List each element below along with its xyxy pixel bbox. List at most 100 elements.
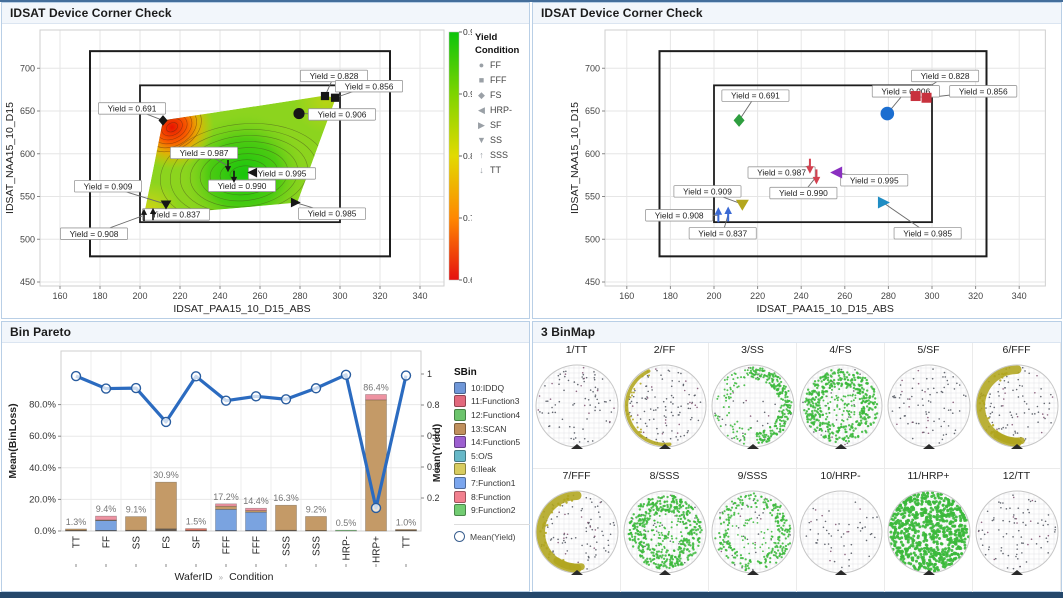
wafer-cell-2-ff[interactable]: 2/FF	[621, 343, 709, 469]
wafer-map[interactable]	[798, 357, 884, 463]
point-marker-FS[interactable]	[733, 113, 745, 127]
wafer-cell-3-ss[interactable]: 3/SS	[709, 343, 797, 469]
point-marker-FFF[interactable]	[320, 91, 330, 101]
pareto-bar-wafer-1[interactable]	[65, 528, 87, 532]
point-marker-FF[interactable]	[880, 106, 895, 121]
wafer-map[interactable]	[798, 483, 884, 589]
wafer-map[interactable]	[622, 357, 708, 463]
mean-yield-point[interactable]	[250, 391, 262, 402]
point-marker-SSS[interactable]	[140, 208, 148, 222]
pareto-bar-wafer-10[interactable]	[335, 529, 357, 532]
svg-text:280: 280	[881, 291, 896, 301]
sbin-legend-item[interactable]: 13:SCAN	[454, 422, 530, 436]
mean-yield-point[interactable]	[310, 383, 322, 394]
mean-yield-point[interactable]	[160, 416, 172, 428]
wafer-map[interactable]	[886, 357, 972, 463]
pareto-bar-wafer-12[interactable]	[395, 529, 417, 532]
pareto-bar-wafer-8[interactable]	[275, 504, 297, 532]
legend-item-fff[interactable]: ■ FFF	[475, 73, 519, 88]
corner-scatter-plot[interactable]: Yield = 0.691 Yield = 0.906 Yield = 0.828 Y…	[533, 24, 1060, 317]
pareto-bar-wafer-9[interactable]	[305, 516, 327, 532]
wafer-cell-6-fff[interactable]: 6/FFF	[973, 343, 1061, 469]
legend-item-sss[interactable]: ↑ SSS	[475, 148, 519, 163]
condition-label: SSS	[312, 536, 323, 556]
point-marker-FFF[interactable]	[910, 91, 921, 102]
binmap-grid: 1/TT 2/FF 3/SS 4/FS 5/SF 6/FFF 7/FFF 8/SSS 9/SSS…	[533, 343, 1061, 595]
legend-item-hrp-[interactable]: ◀ HRP-	[475, 103, 519, 118]
mean-yield-point[interactable]	[70, 370, 82, 382]
mean-yield-point[interactable]	[100, 383, 112, 394]
wafer-cell-11-hrp+[interactable]: 11/HRP+	[885, 469, 973, 595]
svg-text:260: 260	[252, 291, 267, 301]
point-marker-TT[interactable]	[230, 170, 238, 183]
wafer-map[interactable]	[710, 357, 796, 463]
bar-value-label: 0.5%	[336, 518, 357, 528]
wafer-cell-7-fff[interactable]: 7/FFF	[533, 469, 621, 595]
mean-yield-point[interactable]	[220, 395, 232, 406]
wafer-map[interactable]	[622, 483, 708, 589]
wafer-cell-10-hrp-[interactable]: 10/HRP-	[797, 469, 885, 595]
wafer-cell-9-sss[interactable]: 9/SSS	[709, 469, 797, 595]
pareto-bar-wafer-4[interactable]	[155, 481, 177, 532]
pareto-bar-wafer-3[interactable]	[125, 516, 147, 532]
wafer-map[interactable]	[534, 357, 620, 463]
sbin-legend-item[interactable]: 10:IDDQ	[454, 381, 530, 395]
wafer-map[interactable]	[974, 357, 1060, 463]
wafer-cell-1-tt[interactable]: 1/TT	[533, 343, 621, 469]
mean-yield-point[interactable]	[130, 382, 142, 394]
sbin-legend-item[interactable]: 8:Function	[454, 490, 530, 504]
legend-item-tt[interactable]: ↓ TT	[475, 163, 519, 178]
svg-text:0.995: 0.995	[463, 27, 472, 37]
wafer-cell-12-tt[interactable]: 12/TT	[973, 469, 1061, 595]
mean-yield-point[interactable]	[280, 394, 292, 405]
wafer-cell-4-fs[interactable]: 4/FS	[797, 343, 885, 469]
legend-item-ss[interactable]: ▼ SS	[475, 133, 519, 148]
legend-item-fs[interactable]: ◆ FS	[475, 88, 519, 103]
wafer-notch	[834, 444, 847, 449]
point-marker-SSS[interactable]	[714, 207, 723, 223]
point-marker-SF[interactable]	[877, 196, 890, 209]
sbin-legend-item[interactable]: 12:Function4	[454, 408, 530, 422]
wafer-cell-5-sf[interactable]: 5/SF	[885, 343, 973, 469]
wafer-cell-8-sss[interactable]: 8/SSS	[621, 469, 709, 595]
pareto-bar-wafer-6[interactable]	[215, 503, 237, 532]
mean-yield-point[interactable]	[400, 370, 412, 381]
sbin-legend-item[interactable]: 6:Ileak	[454, 463, 530, 477]
point-marker-TT[interactable]	[812, 169, 821, 185]
point-marker-SSS[interactable]	[149, 207, 157, 221]
y-axis-title: IDSAT_NAA15_10_D15	[569, 102, 581, 214]
point-marker-FFF[interactable]	[330, 93, 340, 102]
sbin-legend-item[interactable]: 7:Function1	[454, 476, 530, 490]
mean-yield-legend-item[interactable]: Mean(Yield)	[454, 530, 530, 544]
point-marker-SS[interactable]	[735, 199, 749, 211]
point-marker-SF[interactable]	[290, 197, 301, 208]
mean-yield-point[interactable]	[370, 502, 382, 514]
pareto-bar-wafer-7[interactable]	[245, 507, 267, 532]
point-marker-FS[interactable]	[158, 115, 168, 126]
legend-item-sf[interactable]: ▶ SF	[475, 118, 519, 133]
pareto-bar-wafer-2[interactable]	[95, 515, 117, 532]
sbin-legend-item[interactable]: 11:Function3	[454, 395, 530, 409]
point-marker-FFF[interactable]	[921, 92, 932, 103]
sbin-legend-item[interactable]: 9:Function2	[454, 503, 530, 517]
wafer-map[interactable]	[710, 483, 796, 589]
point-marker-HRP-[interactable]	[247, 167, 258, 178]
point-marker-FF[interactable]	[293, 107, 305, 120]
wafer-map[interactable]	[534, 483, 620, 589]
wafer-map[interactable]	[886, 483, 972, 589]
sbin-legend-item[interactable]: 5:O/S	[454, 449, 530, 463]
point-marker-SSS[interactable]	[724, 206, 732, 222]
wafer-map[interactable]	[974, 483, 1060, 589]
point-marker-SS[interactable]	[160, 200, 172, 210]
pareto-chart[interactable]: 1.3% 9.4% 9.1% 30.9% 1.5% 17.2% 14.4% 16.3% 9.2%…	[2, 343, 446, 581]
mean-yield-point[interactable]	[190, 371, 202, 382]
pareto-bar-wafer-5[interactable]	[185, 528, 207, 532]
point-marker-TT[interactable]	[806, 158, 814, 174]
sbin-legend-item[interactable]: 14:Function5	[454, 435, 530, 449]
legend-item-ff[interactable]: ● FF	[475, 58, 519, 73]
point-marker-HRP-[interactable]	[830, 166, 843, 179]
mean-yield-point[interactable]	[340, 369, 352, 380]
point-marker-TT[interactable]	[224, 159, 232, 173]
